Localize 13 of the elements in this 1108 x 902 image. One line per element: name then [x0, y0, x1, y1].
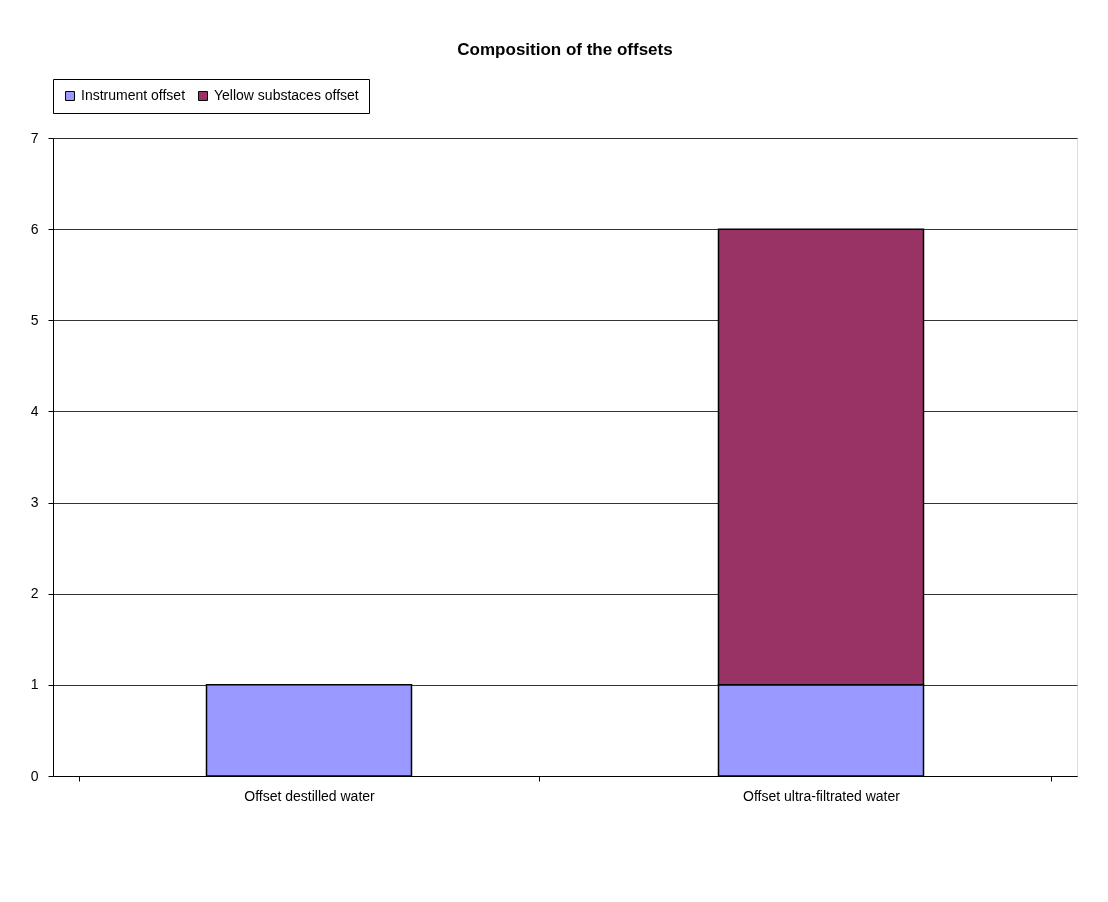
- y-tick-label: 7: [30, 129, 39, 146]
- y-tick-label: 2: [30, 585, 39, 602]
- legend-label: Instrument offset: [81, 87, 186, 103]
- y-tick-label: 5: [30, 311, 39, 328]
- y-tick-label: 4: [30, 402, 39, 419]
- y-tick-label: 1: [30, 676, 39, 693]
- x-tick-label: Offset destilled water: [244, 787, 376, 804]
- legend-label: Yellow substaces offset: [214, 87, 359, 103]
- y-tick-label: 6: [30, 220, 39, 237]
- chart-title: Composition of the offsets: [457, 39, 673, 59]
- y-tick-label: 0: [30, 767, 39, 784]
- y-tick-label: 3: [30, 494, 39, 511]
- x-tick-label: Offset ultra-filtrated water: [743, 787, 901, 804]
